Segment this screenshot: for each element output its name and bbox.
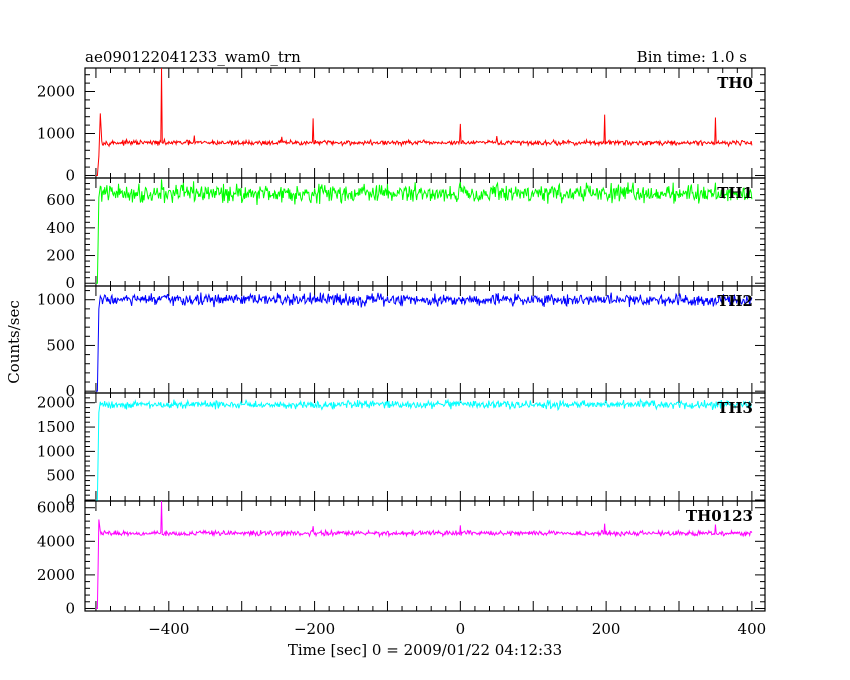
- y-tick-label: 2000: [37, 394, 75, 412]
- y-tick-label: 500: [46, 336, 75, 354]
- panel-th2: 0 500 1000 TH2: [37, 285, 766, 400]
- x-tick-label: 400: [738, 620, 767, 638]
- x-tick-label: 0: [456, 620, 466, 638]
- y-tick-label: 4000: [37, 532, 75, 550]
- panel-th0123: 0 2000 4000 6000 TH0123: [37, 499, 766, 617]
- y-tick-label: 2000: [37, 566, 75, 584]
- y-tick-label: 400: [46, 219, 75, 237]
- panel-th0: 0 1000 2000 TH0: [37, 67, 766, 184]
- panel-frame: [84, 500, 766, 612]
- panel-th3: 0 500 1000 1500 2000 TH3: [37, 392, 766, 509]
- x-axis-title: Time [sec] 0 = 2009/01/22 04:12:33: [288, 641, 562, 659]
- panel-label-th3: TH3: [717, 399, 753, 417]
- y-tick-label: 1500: [37, 418, 75, 436]
- panel-frame: [84, 392, 766, 502]
- y-tick-label: 2000: [37, 83, 75, 101]
- series-line-th0: [95, 67, 753, 176]
- series-line-th0123: [95, 500, 753, 609]
- y-tick-label: 0: [65, 166, 75, 184]
- y-tick-label: 0: [65, 382, 75, 400]
- y-tick-label: 200: [46, 247, 75, 265]
- panel-label-th0123: TH0123: [686, 507, 753, 525]
- y-tick-label: 500: [46, 467, 75, 485]
- series-line-th3: [95, 398, 753, 501]
- y-tick-label: 1000: [37, 124, 75, 142]
- chart-title: ae090122041233_wam0_trn: [85, 48, 301, 66]
- x-tick-label: −200: [294, 620, 335, 638]
- x-tick-label: 200: [592, 620, 621, 638]
- series-line-th2: [95, 292, 753, 392]
- panel-frame: [84, 67, 766, 179]
- bin-time-label: Bin time: 1.0 s: [637, 48, 747, 66]
- y-tick-label: 0: [65, 491, 75, 509]
- x-tick-label: −400: [148, 620, 189, 638]
- y-tick-label: 6000: [37, 499, 75, 517]
- panel-label-th0: TH0: [717, 74, 753, 92]
- panel-label-th2: TH2: [717, 292, 753, 310]
- series-line-th1: [95, 179, 753, 284]
- y-tick-label: 1000: [37, 291, 75, 309]
- y-tick-label: 1000: [37, 442, 75, 460]
- y-tick-label: 600: [46, 191, 75, 209]
- y-tick-label: 0: [65, 599, 75, 617]
- panel-th1: 0 200 400 600 TH1: [46, 177, 766, 292]
- y-axis-title: Counts/sec: [5, 300, 23, 384]
- y-tick-label: 0: [65, 274, 75, 292]
- panel-label-th1: TH1: [717, 184, 753, 202]
